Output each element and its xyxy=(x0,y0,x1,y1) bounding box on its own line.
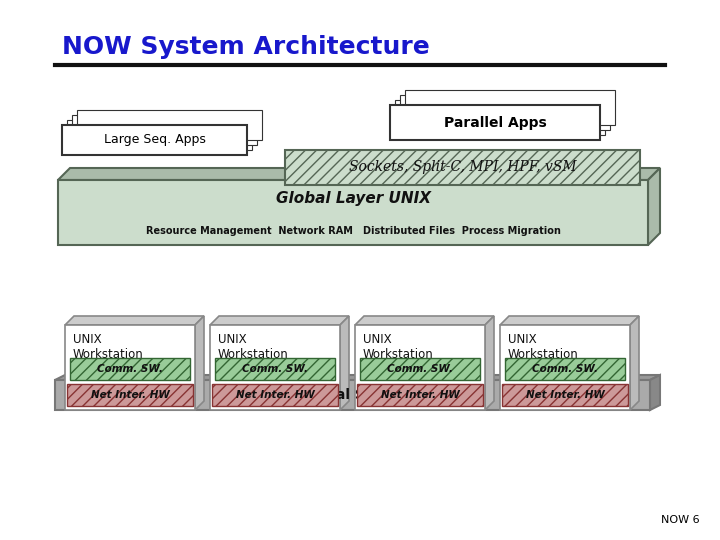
Bar xyxy=(400,95,610,130)
Text: Comm. SW.: Comm. SW. xyxy=(97,364,163,374)
Polygon shape xyxy=(630,316,639,410)
Polygon shape xyxy=(55,375,660,380)
Bar xyxy=(405,90,615,125)
Polygon shape xyxy=(210,316,349,325)
Text: Comm. SW.: Comm. SW. xyxy=(242,364,308,374)
Text: Large Seq. Apps: Large Seq. Apps xyxy=(104,133,205,146)
Bar xyxy=(65,325,195,410)
Text: Sockets, Split-C, MPI, HPF, vSM: Sockets, Split-C, MPI, HPF, vSM xyxy=(348,160,576,174)
Text: Parallel Apps: Parallel Apps xyxy=(444,116,546,130)
Text: NOW 6: NOW 6 xyxy=(662,515,700,525)
Bar xyxy=(210,325,340,410)
Polygon shape xyxy=(500,316,639,325)
Bar xyxy=(355,325,485,410)
Text: Comm. SW.: Comm. SW. xyxy=(387,364,453,374)
Polygon shape xyxy=(340,316,349,410)
Bar xyxy=(285,150,640,185)
Bar xyxy=(58,180,648,245)
Bar xyxy=(500,325,630,410)
Bar xyxy=(62,125,247,155)
Polygon shape xyxy=(58,168,660,180)
Polygon shape xyxy=(485,316,494,410)
Bar xyxy=(357,384,483,406)
Polygon shape xyxy=(648,168,660,245)
Polygon shape xyxy=(195,316,204,410)
Text: UNIX
Workstation: UNIX Workstation xyxy=(218,333,289,361)
Polygon shape xyxy=(65,316,204,325)
Text: Net Inter. HW: Net Inter. HW xyxy=(235,390,315,400)
Bar xyxy=(67,384,193,406)
Bar xyxy=(67,120,252,150)
Text: UNIX
Workstation: UNIX Workstation xyxy=(508,333,579,361)
Polygon shape xyxy=(355,316,494,325)
Text: Fast Commercial Switch (Myrinet): Fast Commercial Switch (Myrinet) xyxy=(220,388,485,402)
Text: Comm. SW.: Comm. SW. xyxy=(532,364,598,374)
Text: Net Inter. HW: Net Inter. HW xyxy=(381,390,459,400)
Bar xyxy=(360,358,480,380)
Bar xyxy=(502,384,628,406)
Bar xyxy=(70,358,190,380)
Bar xyxy=(55,380,650,410)
Text: Net Inter. HW: Net Inter. HW xyxy=(526,390,604,400)
Text: Net Inter. HW: Net Inter. HW xyxy=(91,390,169,400)
Text: Global Layer UNIX: Global Layer UNIX xyxy=(276,191,431,206)
Bar xyxy=(215,358,335,380)
Text: UNIX
Workstation: UNIX Workstation xyxy=(73,333,144,361)
Bar xyxy=(390,105,600,140)
Bar xyxy=(505,358,625,380)
Bar xyxy=(212,384,338,406)
Text: Resource Management  Network RAM   Distributed Files  Process Migration: Resource Management Network RAM Distribu… xyxy=(145,226,560,236)
Text: UNIX
Workstation: UNIX Workstation xyxy=(363,333,433,361)
Bar xyxy=(72,115,257,145)
Bar xyxy=(77,110,262,140)
Text: NOW System Architecture: NOW System Architecture xyxy=(62,35,430,59)
Polygon shape xyxy=(650,375,660,410)
Bar xyxy=(395,100,605,135)
